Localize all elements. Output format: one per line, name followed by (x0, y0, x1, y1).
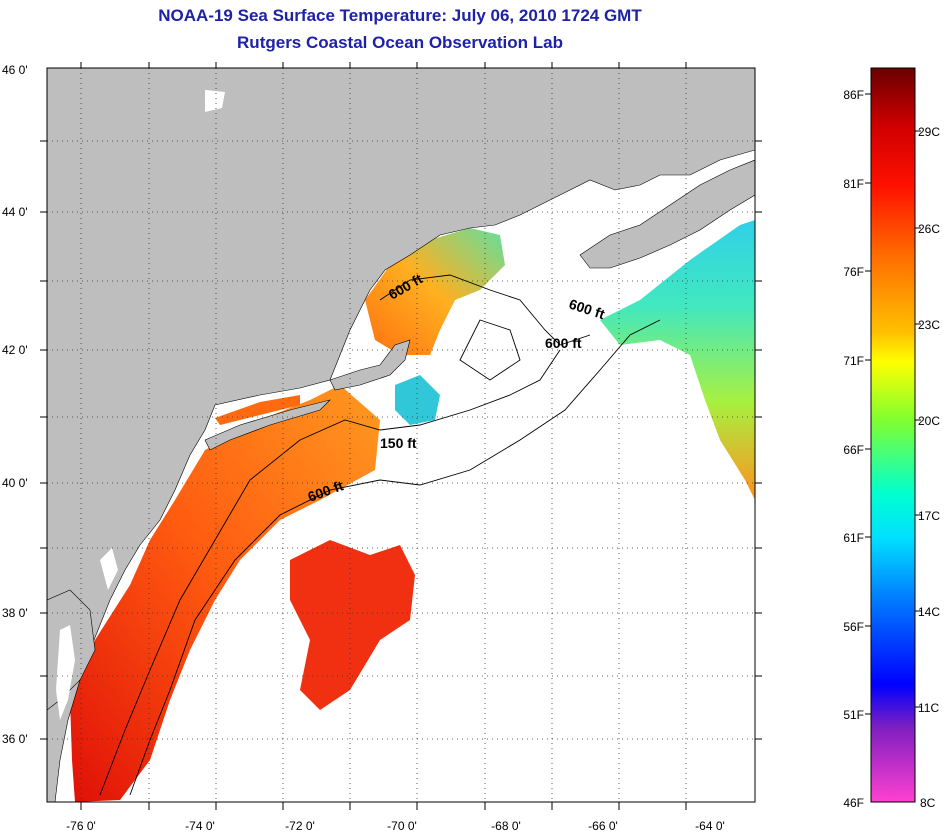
isobath-600ft-shelf (129, 319, 661, 796)
colorbar (870, 67, 916, 803)
colorbar-ticks (865, 93, 921, 715)
colorbar-label-81f: 81F (843, 177, 864, 191)
inland-lake (205, 90, 225, 112)
isobath-150ft (99, 349, 561, 796)
lat-tick-36: 36 0' (2, 732, 28, 746)
graticule (47, 68, 755, 802)
lat-tick-44: 44 0' (2, 205, 28, 219)
lon-tick-68: -68 0' (491, 819, 521, 833)
land-long-island (204, 399, 331, 451)
axis-ticks (40, 62, 762, 810)
colorbar-label-51f: 51F (843, 708, 864, 722)
colorbar-label-23c: 23C (918, 318, 940, 332)
colorbar-label-61f: 61F (843, 531, 864, 545)
contour-label-600ft-basin: 600 ft (545, 335, 582, 351)
sst-mid-atlantic-shelf (70, 385, 380, 802)
sst-eastern-slope (600, 220, 755, 500)
map-frame (46, 67, 756, 803)
land-nova-scotia (579, 159, 755, 269)
lat-tick-40: 40 0' (2, 476, 28, 490)
isobath-600ft-gulf (379, 274, 591, 346)
lat-tick-38: 38 0' (2, 606, 28, 620)
colorbar-label-20c: 20C (918, 414, 940, 428)
lon-tick-70: -70 0' (387, 819, 417, 833)
colorbar-label-26c: 26C (918, 222, 940, 236)
map-subtitle: Rutgers Coastal Ocean Observation Lab (237, 33, 563, 52)
colorbar-label-29c: 29C (918, 125, 940, 139)
colorbar-label-46f: 46F (843, 796, 864, 810)
colorbar-label-14c: 14C (918, 605, 940, 619)
land-north-america (47, 68, 755, 802)
colorbar-label-11c: 11C (918, 701, 939, 715)
sst-offshore-warm (290, 540, 415, 710)
sst-long-island-sound (215, 395, 300, 425)
lat-tick-42: 42 0' (2, 343, 28, 357)
colorbar-label-76f: 76F (843, 265, 864, 279)
colorbar-label-56f: 56F (843, 620, 864, 634)
lon-tick-76: -76 0' (66, 819, 96, 833)
lon-tick-66: -66 0' (588, 819, 618, 833)
delaware-bay (100, 548, 118, 590)
lat-tick-46: 46 0' (2, 63, 28, 77)
colorbar-label-17c: 17C (918, 509, 940, 523)
contour-label-150ft: 150 ft (380, 435, 417, 451)
chesapeake-bay (56, 625, 75, 720)
colorbar-label-86f: 86F (843, 88, 864, 102)
map-title: NOAA-19 Sea Surface Temperature: July 06… (158, 6, 642, 25)
isobath-600ft-basin (459, 319, 521, 381)
colorbar-label-8c: 8C (920, 796, 936, 810)
lon-tick-74: -74 0' (185, 819, 215, 833)
lon-tick-72: -72 0' (285, 819, 315, 833)
colorbar-label-66f: 66F (843, 443, 864, 457)
lon-tick-64: -64 0' (695, 819, 725, 833)
colorbar-label-71f: 71F (843, 354, 864, 368)
sst-cape-cod-cool (395, 375, 440, 425)
